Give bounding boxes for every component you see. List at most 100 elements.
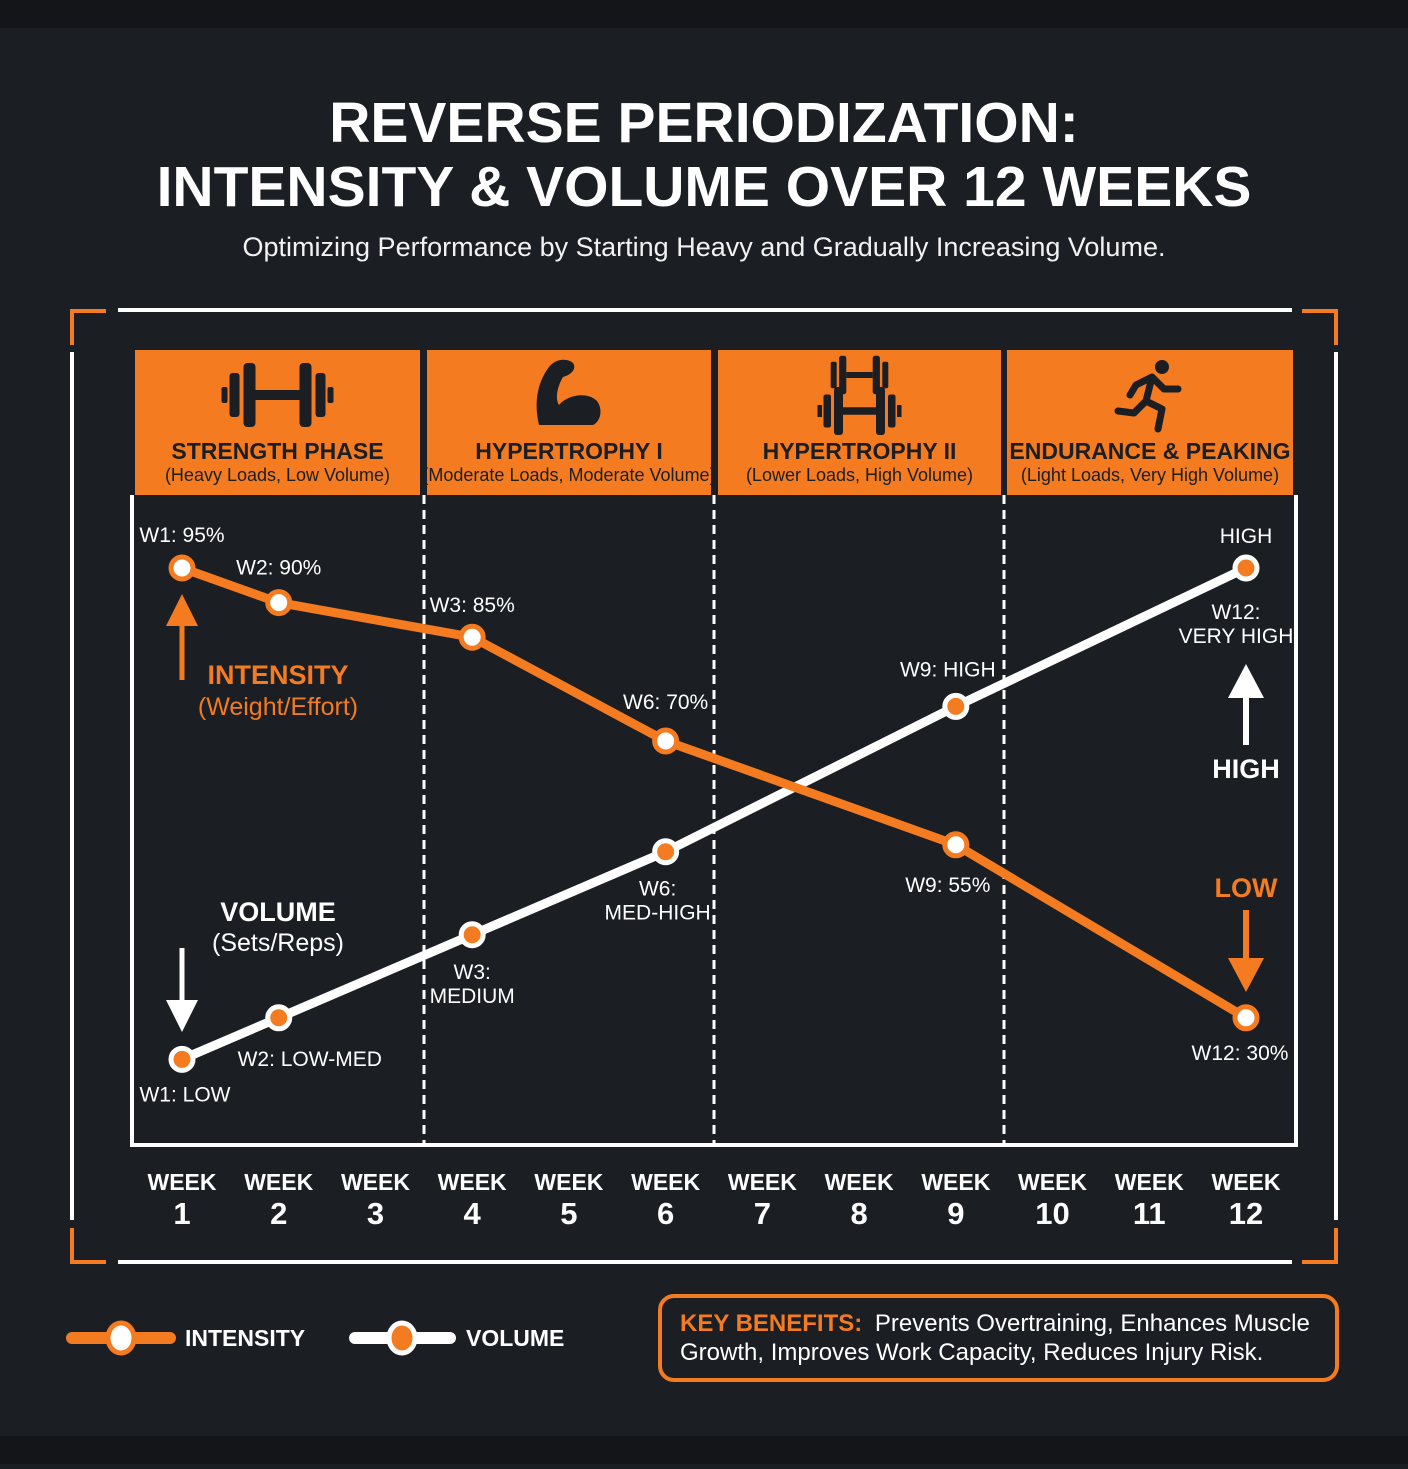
data-label: W2: LOW-MED <box>238 1048 382 1071</box>
x-tick-number: 7 <box>754 1196 771 1231</box>
data-point <box>168 554 196 582</box>
data-point <box>168 1045 196 1073</box>
data-label: W6: 70% <box>623 691 708 714</box>
data-point <box>942 692 970 720</box>
x-tick-number: 6 <box>657 1196 674 1231</box>
right-annotations: HIGH LOW <box>1212 664 1280 992</box>
flexed-arm-icon <box>536 359 601 425</box>
x-tick-label: WEEK <box>341 1169 410 1195</box>
series-intensity: W1: 95% W2: 90% W3: 85% W6: 70% W9: 55% W12: … <box>139 524 1288 1065</box>
volume-down-arrow-head <box>166 1000 198 1032</box>
phase-title: ENDURANCE & PEAKING <box>1009 438 1290 464</box>
data-point <box>265 1004 293 1032</box>
x-tick-label: WEEK <box>825 1169 894 1195</box>
data-point <box>652 727 680 755</box>
dumbbell-icon <box>221 363 334 427</box>
subtitle: Optimizing Performance by Starting Heavy… <box>243 232 1166 262</box>
svg-text:KEY BENEFITS: Prevents O: KEY BENEFITS: Prevents Overtraining, Enh… <box>680 1310 1310 1337</box>
data-label: W3: 85% <box>430 594 515 617</box>
double-dumbbell-icon <box>817 355 902 435</box>
data-point <box>1232 554 1260 582</box>
key-benefits-heading: KEY BENEFITS: <box>680 1310 862 1337</box>
top-band <box>0 0 1408 28</box>
x-tick-number: 12 <box>1229 1196 1263 1231</box>
x-tick-number: 1 <box>173 1196 190 1231</box>
data-label: MED-HIGH <box>605 902 711 925</box>
series-layer: W1: LOW W2: LOW-MED W3:MEDIUM W6:MED-HIGH W9… <box>139 524 1293 1106</box>
volume-annotation-sub: (Sets/Reps) <box>212 929 344 957</box>
legend-label-volume: VOLUME <box>466 1325 564 1351</box>
phase-subtitle: (Light Loads, Very High Volume) <box>1021 465 1279 485</box>
x-axis-ticks: WEEK1WEEK2WEEK3WEEK4WEEK5WEEK6WEEK7WEEK8… <box>148 1169 1281 1231</box>
data-point <box>458 623 486 651</box>
x-tick-number: 10 <box>1035 1196 1069 1231</box>
phase-header: HYPERTROPHY I(Moderate Loads, Moderate V… <box>422 350 716 495</box>
x-tick-number: 8 <box>850 1196 867 1231</box>
x-tick-label: WEEK <box>534 1169 603 1195</box>
data-label: W2: 90% <box>236 557 321 580</box>
phase-subtitle: (Moderate Loads, Moderate Volume) <box>422 465 715 485</box>
high-label: HIGH <box>1212 754 1280 784</box>
data-label: VERY HIGH <box>1179 625 1294 648</box>
data-label: W1: LOW <box>139 1083 230 1106</box>
phase-title: STRENGTH PHASE <box>171 438 383 464</box>
x-tick-number: 3 <box>367 1196 384 1231</box>
low-label: LOW <box>1215 873 1278 903</box>
data-label: W1: 95% <box>139 524 224 547</box>
volume-annotation: VOLUME (Sets/Reps) <box>166 897 344 1032</box>
x-tick-label: WEEK <box>728 1169 797 1195</box>
high-up-arrow-head <box>1228 664 1264 698</box>
key-benefits-box: KEY BENEFITS: Prevents Overtraining, Enh… <box>658 1294 1339 1382</box>
x-tick-label: WEEK <box>438 1169 507 1195</box>
key-benefits-line-2: Growth, Improves Work Capacity, Reduces … <box>680 1339 1263 1366</box>
intensity-annotation-title: INTENSITY <box>207 660 348 690</box>
legend-label-intensity: INTENSITY <box>185 1325 305 1351</box>
outer-frame <box>70 308 1338 1264</box>
phase-header: STRENGTH PHASE(Heavy Loads, Low Volume) <box>135 350 420 495</box>
series-line <box>180 563 1248 1064</box>
data-label: W9: 55% <box>905 874 990 897</box>
phase-title: HYPERTROPHY II <box>763 438 957 464</box>
data-point <box>652 838 680 866</box>
data-point <box>265 589 293 617</box>
phase-subtitle: (Lower Loads, High Volume) <box>746 465 973 485</box>
data-label: W6: <box>639 878 676 901</box>
legend-item-volume: VOLUME <box>349 1320 564 1356</box>
title-line-2: INTENSITY & VOLUME OVER 12 WEEKS <box>157 155 1252 219</box>
data-label: W3: <box>454 961 491 984</box>
data-point <box>458 921 486 949</box>
data-label: MEDIUM <box>430 985 515 1008</box>
intensity-annotation: INTENSITY (Weight/Effort) <box>166 594 358 721</box>
phase-header: HYPERTROPHY II(Lower Loads, High Volume) <box>718 350 1001 495</box>
x-tick-number: 2 <box>270 1196 287 1231</box>
data-label: W12: <box>1211 601 1260 624</box>
legend-item-intensity: INTENSITY <box>66 1320 305 1356</box>
x-tick-number: 4 <box>464 1196 482 1231</box>
phase-header-bg <box>135 350 420 495</box>
x-tick-number: 11 <box>1133 1196 1166 1231</box>
volume-annotation-title: VOLUME <box>220 897 336 927</box>
series-volume: W1: LOW W2: LOW-MED W3:MEDIUM W6:MED-HIGH W9… <box>139 525 1293 1106</box>
title-line-1: REVERSE PERIODIZATION: <box>329 91 1079 155</box>
x-tick-label: WEEK <box>631 1169 700 1195</box>
low-down-arrow-head <box>1228 958 1264 992</box>
data-label: HIGH <box>1220 525 1273 548</box>
data-point <box>1232 1004 1260 1032</box>
phase-subtitle: (Heavy Loads, Low Volume) <box>165 465 390 485</box>
intensity-up-arrow-head <box>166 594 198 626</box>
x-tick-label: WEEK <box>1018 1169 1087 1195</box>
x-tick-label: WEEK <box>1115 1169 1184 1195</box>
phase-title: HYPERTROPHY I <box>475 438 662 464</box>
legend: INTENSITY VOLUME <box>66 1320 564 1356</box>
x-tick-number: 9 <box>947 1196 964 1231</box>
phase-header: ENDURANCE & PEAKING(Light Loads, Very Hi… <box>1007 350 1293 495</box>
data-point <box>942 831 970 859</box>
x-tick-number: 5 <box>560 1196 577 1231</box>
intensity-annotation-sub: (Weight/Effort) <box>198 693 358 721</box>
series-line <box>180 563 1249 1022</box>
x-tick-label: WEEK <box>1212 1169 1281 1195</box>
bottom-band <box>0 1436 1408 1464</box>
key-benefits-line-1: Prevents Overtraining, Enhances Muscle <box>875 1310 1310 1337</box>
